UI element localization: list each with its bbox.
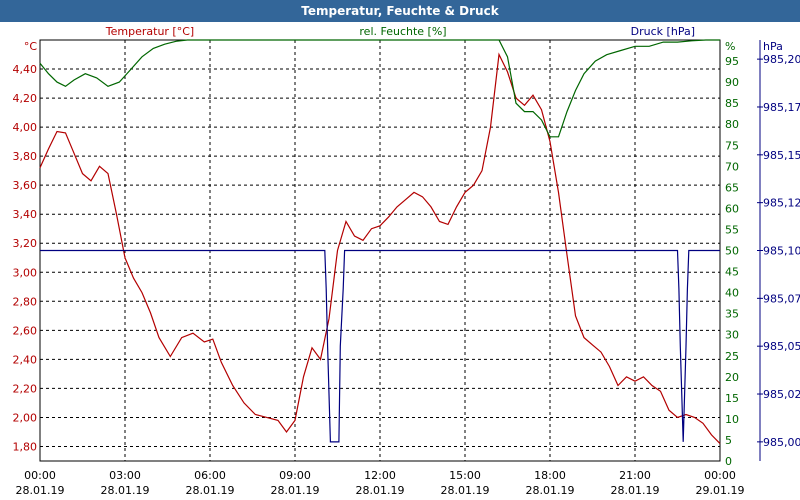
left-y-tick-label: 2,20 bbox=[13, 382, 38, 395]
x-tick-time-label: 00:00 bbox=[24, 469, 56, 482]
left-y-tick-label: 2,00 bbox=[13, 411, 38, 424]
left-axis-label: Temperatur [°C] bbox=[105, 25, 194, 38]
left-y-tick-label: 3,20 bbox=[13, 237, 38, 250]
x-tick-time-label: 09:00 bbox=[279, 469, 311, 482]
right-y-tick-label: 985,00 bbox=[763, 436, 800, 449]
middle-y-tick-label: 95 bbox=[725, 55, 739, 68]
middle-y-tick-label: 85 bbox=[725, 97, 739, 110]
right-y-tick-label: 985,07 bbox=[763, 292, 800, 305]
x-tick-time-label: 18:00 bbox=[534, 469, 566, 482]
middle-y-tick-label: 90 bbox=[725, 76, 739, 89]
left-y-tick-label: 3,40 bbox=[13, 208, 38, 221]
x-tick-date-label: 29.01.19 bbox=[696, 484, 745, 497]
temperature-series-line bbox=[39, 52, 721, 445]
x-tick-date-label: 28.01.19 bbox=[441, 484, 490, 497]
left-y-tick-label: 2,80 bbox=[13, 295, 38, 308]
x-tick-date-label: 28.01.19 bbox=[611, 484, 660, 497]
right-y-tick-label: 985,20 bbox=[763, 53, 800, 66]
left-y-tick-label: 4,40 bbox=[13, 63, 38, 76]
left-y-tick-label: 3,80 bbox=[13, 150, 38, 163]
pressure-series-line bbox=[40, 249, 720, 443]
x-tick-date-label: 28.01.19 bbox=[16, 484, 65, 497]
x-tick-date-label: 28.01.19 bbox=[356, 484, 405, 497]
middle-y-tick-label: 70 bbox=[725, 160, 739, 173]
left-y-tick-label: 3,00 bbox=[13, 266, 38, 279]
middle-y-tick-label: 20 bbox=[725, 371, 739, 384]
left-y-tick-label: 3,60 bbox=[13, 179, 38, 192]
right-y-tick-label: 985,12 bbox=[763, 197, 800, 210]
middle-y-tick-label: 0 bbox=[725, 455, 732, 468]
x-tick-time-label: 12:00 bbox=[364, 469, 396, 482]
right-y-tick-label: 985,10 bbox=[763, 245, 800, 258]
right-y-tick-label: 985,15 bbox=[763, 149, 800, 162]
chart-title: Temperatur, Feuchte & Druck bbox=[0, 0, 800, 22]
right-axis-unit: hPa bbox=[763, 40, 783, 53]
left-axis-unit: °C bbox=[24, 40, 38, 53]
left-y-tick-label: 4,20 bbox=[13, 92, 38, 105]
humidity-series-line bbox=[39, 39, 720, 138]
left-y-tick-label: 2,40 bbox=[13, 353, 38, 366]
x-tick-time-label: 03:00 bbox=[109, 469, 141, 482]
middle-y-tick-label: 55 bbox=[725, 223, 739, 236]
middle-y-tick-label: 30 bbox=[725, 329, 739, 342]
middle-y-tick-label: 50 bbox=[725, 245, 739, 258]
x-tick-time-label: 06:00 bbox=[194, 469, 226, 482]
right-y-tick-label: 985,05 bbox=[763, 340, 800, 353]
middle-y-tick-label: 5 bbox=[725, 434, 732, 447]
middle-y-tick-label: 65 bbox=[725, 181, 739, 194]
left-y-tick-label: 4,00 bbox=[13, 121, 38, 134]
middle-y-tick-label: 35 bbox=[725, 308, 739, 321]
x-tick-time-label: 21:00 bbox=[619, 469, 651, 482]
x-tick-time-label: 15:00 bbox=[449, 469, 481, 482]
right-axis-label: Druck [hPa] bbox=[631, 25, 695, 38]
middle-y-tick-label: 15 bbox=[725, 392, 739, 405]
middle-axis-label: rel. Feuchte [%] bbox=[359, 25, 446, 38]
middle-y-tick-label: 45 bbox=[725, 266, 739, 279]
x-tick-date-label: 28.01.19 bbox=[271, 484, 320, 497]
right-y-tick-label: 985,17 bbox=[763, 101, 800, 114]
middle-y-tick-label: 80 bbox=[725, 118, 739, 131]
middle-y-tick-label: 25 bbox=[725, 350, 739, 363]
middle-axis-unit: % bbox=[725, 40, 735, 53]
middle-y-tick-label: 60 bbox=[725, 202, 739, 215]
middle-y-tick-label: 10 bbox=[725, 413, 739, 426]
left-y-tick-label: 2,60 bbox=[13, 324, 38, 337]
x-tick-date-label: 28.01.19 bbox=[526, 484, 575, 497]
x-tick-date-label: 28.01.19 bbox=[101, 484, 150, 497]
x-tick-date-label: 28.01.19 bbox=[186, 484, 235, 497]
right-y-tick-label: 985,02 bbox=[763, 388, 800, 401]
middle-y-tick-label: 75 bbox=[725, 139, 739, 152]
x-tick-time-label: 00:00 bbox=[704, 469, 736, 482]
left-y-tick-label: 1,80 bbox=[13, 440, 38, 453]
middle-y-tick-label: 40 bbox=[725, 287, 739, 300]
